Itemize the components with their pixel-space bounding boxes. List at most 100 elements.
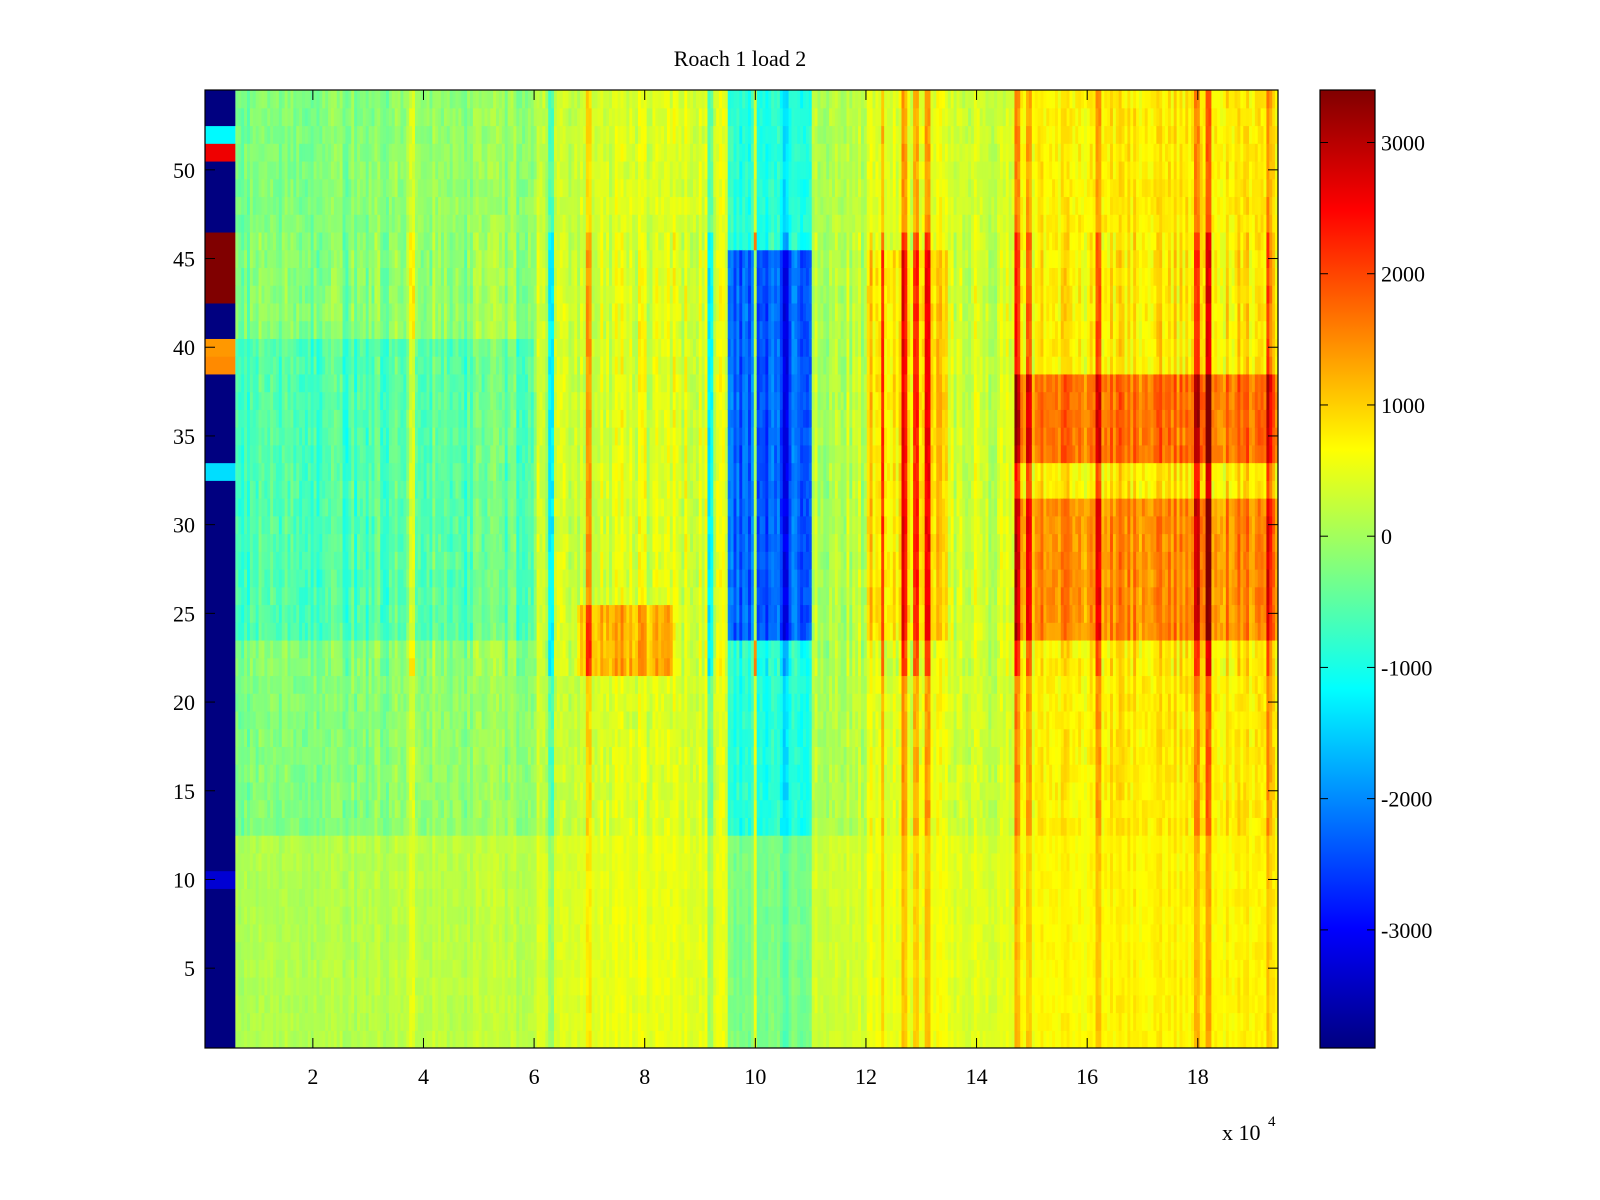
heatmap-cell [273, 462, 277, 481]
heatmap-cell [432, 90, 436, 109]
heatmap-cell [461, 551, 465, 570]
heatmap-cell [484, 941, 488, 960]
heatmap-cell [313, 196, 318, 215]
heatmap-cell [391, 799, 396, 818]
heatmap-cell [275, 178, 280, 198]
heatmap-cell [449, 427, 454, 446]
heatmap-cell [264, 728, 268, 748]
heatmap-cell [299, 870, 303, 889]
heatmap-cell [264, 710, 268, 730]
heatmap-cell [342, 764, 346, 783]
heatmap-cell [380, 817, 384, 836]
heatmap-cell [339, 107, 344, 127]
heatmap-cell [475, 338, 480, 357]
heatmap-cell [244, 586, 248, 606]
heatmap-cell [435, 941, 439, 960]
heatmap-cell [275, 302, 280, 322]
heatmap-cell [299, 835, 303, 854]
heatmap-cell [438, 994, 442, 1014]
heatmap-cell [432, 675, 436, 694]
heatmap-cell [365, 320, 370, 339]
heatmap-cell [412, 533, 416, 552]
heatmap-cell [409, 373, 413, 393]
heatmap-cell [241, 746, 245, 765]
heatmap-cell [493, 569, 497, 588]
heatmap-cell [420, 356, 425, 375]
heatmap-cell [348, 622, 352, 641]
heatmap-cell [481, 799, 485, 818]
heatmap-cell [316, 125, 320, 144]
heatmap-cell [281, 888, 286, 907]
heatmap-cell [304, 870, 309, 889]
heatmap-cell [417, 302, 422, 322]
heatmap-cell [484, 923, 488, 943]
heatmap-cell [452, 409, 457, 428]
heatmap-cell [383, 817, 387, 836]
heatmap-cell [388, 214, 393, 233]
heatmap-cell [362, 125, 367, 144]
heatmap-cell [394, 143, 399, 162]
heatmap-cell [290, 285, 294, 304]
heatmap-cell [252, 480, 257, 499]
heatmap-cell [414, 693, 419, 712]
heatmap-cell [354, 143, 358, 162]
heatmap-cell [478, 906, 483, 925]
heatmap-cell [386, 409, 390, 428]
heatmap-cell [313, 462, 318, 481]
heatmap-cell [493, 125, 497, 144]
heatmap-cell [273, 480, 277, 499]
heatmap-cell [498, 835, 503, 854]
heatmap-cell [241, 302, 245, 322]
heatmap-cell [354, 639, 358, 659]
heatmap-cell [284, 622, 289, 641]
heatmap-cell [464, 799, 468, 818]
heatmap-cell [394, 480, 399, 499]
heatmap-cell [244, 427, 248, 446]
heatmap-cell [342, 480, 346, 499]
heatmap-cell [342, 533, 346, 552]
heatmap-cell [403, 551, 407, 570]
heatmap-cell [458, 622, 462, 641]
heatmap-cell [481, 693, 485, 712]
heatmap-cell [406, 906, 410, 925]
heatmap-cell [270, 498, 274, 517]
heatmap-cell [307, 569, 312, 588]
heatmap-cell [241, 356, 245, 375]
heatmap-cell [313, 622, 318, 641]
heatmap-cell [441, 427, 445, 446]
heatmap-cell [252, 249, 257, 269]
heatmap-cell [362, 817, 367, 836]
heatmap-cell [446, 710, 451, 730]
heatmap-cell [273, 941, 277, 960]
heatmap-cell [467, 231, 471, 251]
heatmap-cell [371, 1030, 375, 1048]
heatmap-cell [388, 498, 393, 517]
heatmap-cell [307, 764, 312, 783]
heatmap-cell [470, 604, 474, 623]
heatmap-first-column-cell [205, 178, 236, 198]
heatmap-cell [406, 781, 410, 801]
heatmap-cell [313, 498, 318, 517]
heatmap-cell [354, 675, 358, 694]
heatmap-cell [435, 906, 439, 925]
heatmap-cell [351, 622, 355, 641]
heatmap-cell [345, 959, 349, 978]
heatmap-cell [275, 622, 280, 641]
heatmap-cell [435, 693, 439, 712]
heatmap-cell [290, 427, 294, 446]
heatmap-cell [252, 178, 257, 198]
heatmap-cell [461, 249, 465, 269]
heatmap-cell [490, 799, 494, 818]
heatmap-cell [467, 338, 471, 357]
heatmap-cell [365, 285, 370, 304]
heatmap-cell [273, 728, 277, 748]
heatmap-cell [423, 178, 428, 198]
heatmap-cell [336, 675, 341, 694]
heatmap-cell [293, 622, 297, 641]
heatmap-cell [455, 320, 459, 339]
heatmap-cell [339, 959, 344, 978]
heatmap-cell [354, 764, 358, 783]
heatmap-cell [414, 267, 419, 286]
heatmap-cell [238, 764, 242, 783]
heatmap-cell [481, 835, 485, 854]
